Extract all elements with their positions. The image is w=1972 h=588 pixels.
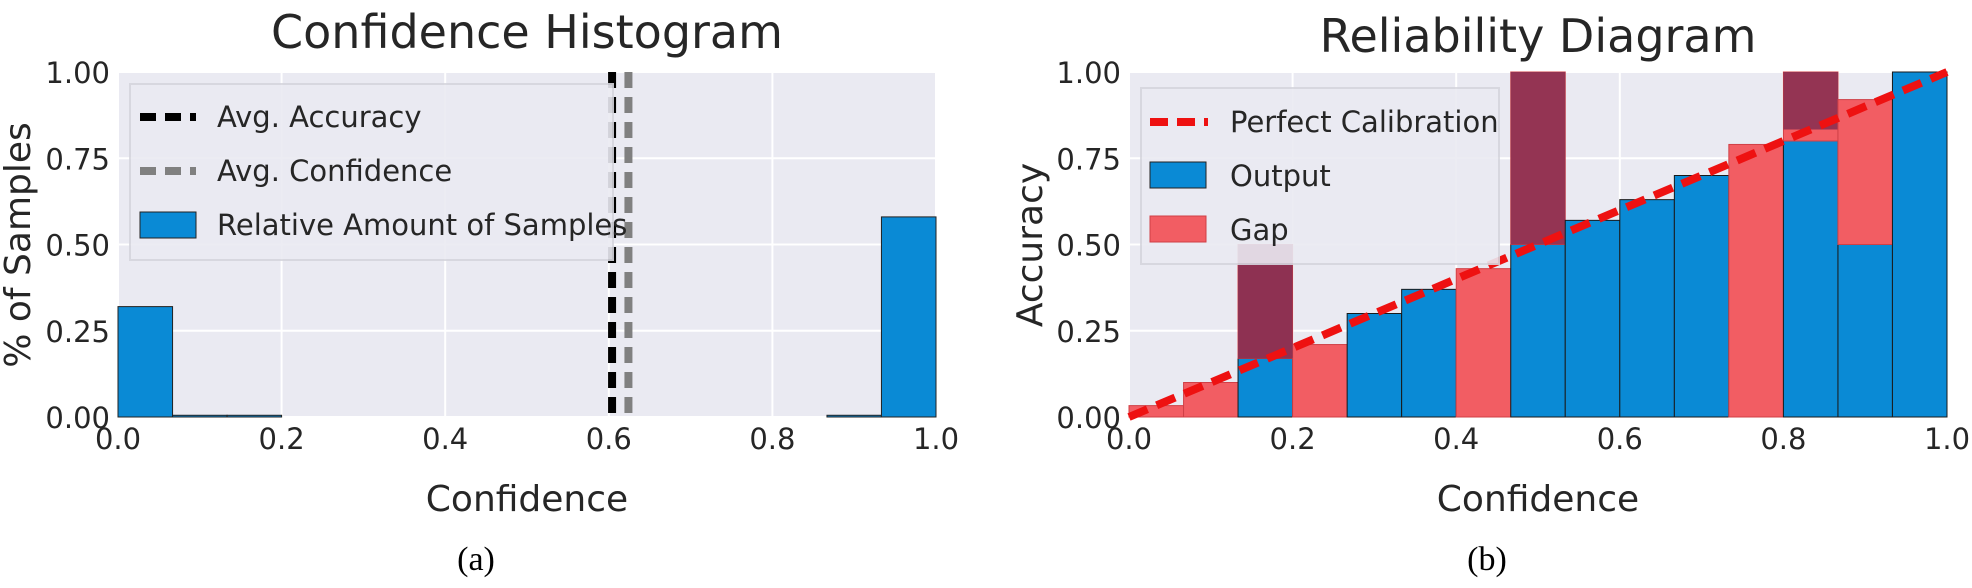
y-tick-label: 0.75	[1056, 142, 1121, 176]
legend-label-avg-confidence: Avg. Confidence	[217, 154, 452, 188]
output-bar	[1510, 244, 1566, 418]
output-bar	[1619, 199, 1675, 418]
tick-labels-b: 0.0 0.2 0.4 0.6 0.8 1.0 0.00 0.25 0.50 0.75 1.00	[1056, 56, 1970, 456]
x-tick-label: 1.0	[1924, 422, 1970, 456]
legend-label-output: Output	[1230, 159, 1331, 193]
legend-label-perfect-calibration: Perfect Calibration	[1230, 105, 1499, 139]
histogram-bar	[880, 216, 937, 418]
x-tick-label: 0.8	[1760, 422, 1806, 456]
gap-bar	[1455, 268, 1512, 418]
histogram-bar	[826, 414, 882, 418]
legend-frame-a	[129, 83, 614, 261]
output-bar	[1891, 71, 1948, 418]
y-tick-label: 1.00	[45, 56, 110, 90]
output-bar	[1673, 175, 1730, 418]
x-tick-label: 1.0	[913, 422, 959, 456]
gap-bar	[1728, 143, 1784, 418]
y-tick-label: 0.00	[1056, 401, 1121, 435]
x-tick-label: 0.2	[259, 422, 305, 456]
y-axis-label-a: % of Samples	[0, 122, 39, 368]
reliability-bars	[1128, 71, 1948, 418]
x-tick-label: 0.8	[749, 422, 795, 456]
perfect-calibration-line	[1127, 68, 1949, 421]
x-tick-label: 0.6	[1597, 422, 1643, 456]
output-bar	[1837, 244, 1893, 418]
y-tick-label: 1.00	[1056, 56, 1121, 90]
chart-title-a: Confidence Histogram	[271, 5, 783, 59]
y-tick-label: 0.25	[1056, 315, 1121, 349]
caption-b: (b)	[1467, 541, 1507, 578]
x-axis-label-b: Confidence	[1437, 479, 1639, 520]
histogram-bar	[117, 306, 174, 418]
y-tick-label: 0.50	[1056, 229, 1121, 263]
x-tick-label: 0.6	[586, 422, 632, 456]
output-bar	[1564, 219, 1621, 418]
legend-b: Perfect Calibration Output Gap	[1140, 87, 1500, 265]
y-tick-label: 0.50	[45, 229, 110, 263]
legend-label-relative-samples: Relative Amount of Samples	[217, 208, 627, 242]
output-bar	[1401, 288, 1457, 418]
perfect-calibration-line-group	[1127, 68, 1949, 421]
legend-swatch-gap	[1149, 215, 1207, 243]
y-tick-label: 0.00	[45, 401, 110, 435]
y-axis-label-b: Accuracy	[1010, 163, 1051, 327]
output-bar	[1346, 313, 1403, 418]
x-tick-label: 0.0	[95, 422, 141, 456]
histogram-bar	[172, 414, 228, 418]
overlap-bar	[1510, 72, 1566, 245]
legend-label-gap: Gap	[1230, 213, 1289, 247]
tick-labels-a: 0.0 0.2 0.4 0.6 0.8 1.0 0.00 0.25 0.50 0.75 1.00	[45, 56, 959, 456]
confidence-histogram-panel: 0.0 0.2 0.4 0.6 0.8 1.0 0.00 0.25 0.50 0.75 1.00 C…	[0, 5, 959, 578]
x-tick-label: 0.2	[1270, 422, 1316, 456]
histogram-bar	[226, 414, 283, 418]
x-tick-label: 0.4	[1433, 422, 1479, 456]
gap-bar	[1292, 344, 1348, 418]
x-tick-label: 0.4	[422, 422, 468, 456]
reliability-diagram-panel: 0.0 0.2 0.4 0.6 0.8 1.0 0.00 0.25 0.50 0.75 1.00 R…	[1010, 9, 1970, 578]
caption-a: (a)	[457, 541, 495, 578]
output-bar	[1782, 140, 1839, 418]
y-tick-label: 0.75	[45, 142, 110, 176]
x-tick-label: 0.0	[1106, 422, 1152, 456]
y-tick-label: 0.25	[45, 315, 110, 349]
legend-swatch-output	[1149, 161, 1207, 189]
x-axis-label-a: Confidence	[426, 479, 628, 520]
histogram-bars	[117, 216, 937, 418]
legend-swatch-relative-samples	[139, 211, 197, 239]
gap-bar	[1837, 99, 1893, 245]
legend-label-avg-accuracy: Avg. Accuracy	[217, 100, 422, 134]
legend-a: Avg. Accuracy Avg. Confidence Relative A…	[129, 83, 627, 261]
chart-title-b: Reliability Diagram	[1320, 9, 1757, 63]
